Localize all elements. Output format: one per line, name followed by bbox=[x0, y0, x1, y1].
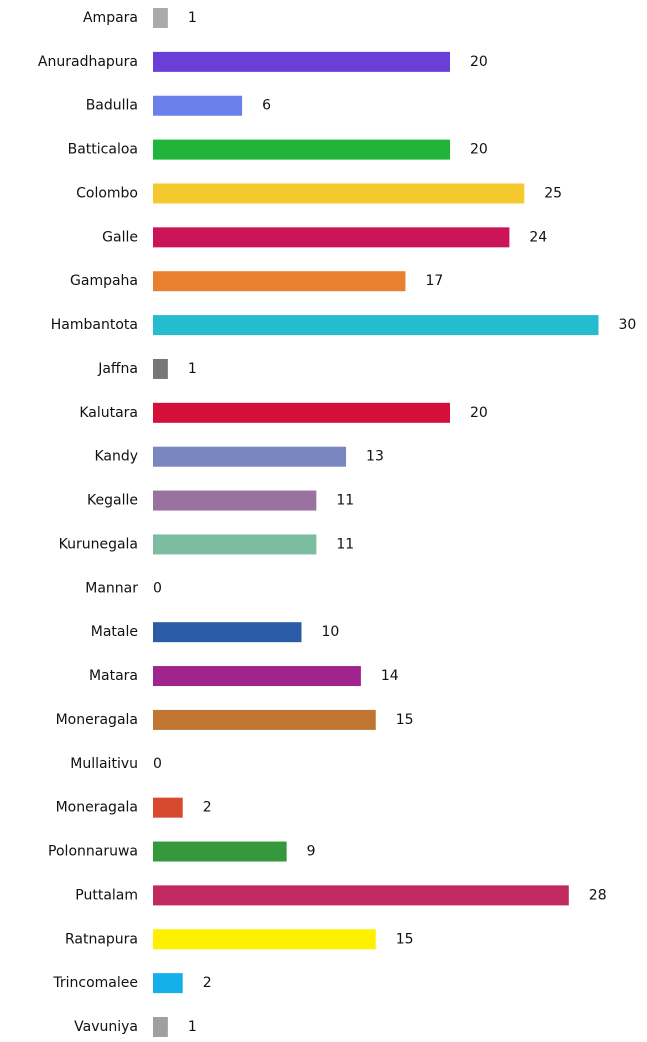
value-label: 14 bbox=[381, 668, 399, 684]
value-label: 28 bbox=[589, 887, 607, 903]
bar bbox=[153, 666, 361, 687]
value-label: 9 bbox=[307, 844, 316, 860]
value-label: 15 bbox=[396, 712, 414, 728]
value-label: 2 bbox=[203, 975, 212, 991]
bar bbox=[153, 227, 510, 248]
category-label: Trincomalee bbox=[52, 975, 138, 991]
bar bbox=[153, 271, 406, 292]
category-label: Matara bbox=[89, 668, 138, 684]
category-label: Ampara bbox=[83, 10, 138, 26]
category-label: Galle bbox=[102, 229, 138, 245]
value-label: 15 bbox=[396, 931, 414, 947]
bar bbox=[153, 315, 599, 336]
value-label: 11 bbox=[336, 493, 354, 509]
category-label: Kegalle bbox=[87, 493, 138, 509]
category-label: Moneragala bbox=[56, 800, 138, 816]
bar bbox=[153, 358, 168, 379]
value-label: 1 bbox=[188, 361, 197, 377]
category-label: Hambantota bbox=[51, 317, 138, 333]
value-label: 25 bbox=[544, 185, 562, 201]
bar bbox=[153, 534, 317, 555]
bar bbox=[153, 841, 287, 862]
category-label: Anuradhapura bbox=[38, 54, 138, 70]
category-label: Matale bbox=[91, 624, 138, 640]
category-label: Vavuniya bbox=[74, 1019, 138, 1035]
value-label: 13 bbox=[366, 449, 384, 465]
category-label: Badulla bbox=[86, 98, 138, 114]
category-label: Kurunegala bbox=[59, 536, 138, 552]
bar bbox=[153, 95, 243, 116]
bar bbox=[153, 622, 302, 643]
value-label: 24 bbox=[529, 229, 547, 245]
bar bbox=[153, 885, 569, 906]
category-label: Mullaitivu bbox=[70, 756, 138, 772]
category-label: Kandy bbox=[94, 449, 138, 465]
value-label: 1 bbox=[188, 10, 197, 26]
category-label: Ratnapura bbox=[65, 931, 138, 947]
value-label: 0 bbox=[153, 580, 162, 596]
bar bbox=[153, 446, 347, 467]
category-label: Gampaha bbox=[70, 273, 138, 289]
bar bbox=[153, 51, 450, 72]
bar bbox=[153, 973, 183, 994]
value-label: 30 bbox=[619, 317, 637, 333]
bar bbox=[153, 1017, 168, 1037]
bar bbox=[153, 183, 525, 204]
bar bbox=[153, 709, 376, 730]
category-label: Kalutara bbox=[79, 405, 138, 421]
value-label: 0 bbox=[153, 756, 162, 772]
bar bbox=[153, 402, 450, 423]
category-label: Puttalam bbox=[75, 887, 138, 903]
value-label: 10 bbox=[322, 624, 340, 640]
category-label: Polonnaruwa bbox=[48, 844, 138, 860]
bar bbox=[153, 139, 450, 160]
value-label: 2 bbox=[203, 800, 212, 816]
bar bbox=[153, 8, 168, 28]
category-label: Batticaloa bbox=[68, 142, 138, 158]
bar bbox=[153, 929, 376, 950]
value-label: 17 bbox=[425, 273, 443, 289]
category-label: Moneragala bbox=[56, 712, 138, 728]
category-label: Jaffna bbox=[97, 361, 138, 377]
category-label: Colombo bbox=[76, 185, 138, 201]
category-label: Mannar bbox=[85, 580, 138, 596]
bar bbox=[153, 490, 317, 511]
value-label: 6 bbox=[262, 98, 271, 114]
value-label: 20 bbox=[470, 405, 488, 421]
value-label: 20 bbox=[470, 142, 488, 158]
value-label: 20 bbox=[470, 54, 488, 70]
value-label: 1 bbox=[188, 1019, 197, 1035]
value-label: 11 bbox=[336, 536, 354, 552]
bar bbox=[153, 797, 183, 818]
